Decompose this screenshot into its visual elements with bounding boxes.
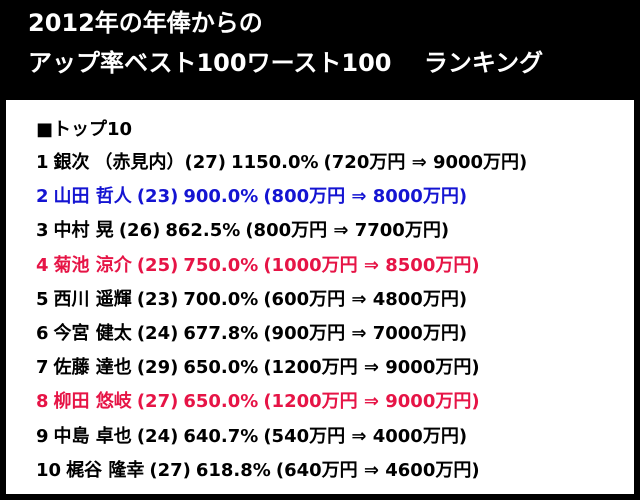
header-title-line-1: 2012年の年俸からの [28,9,263,37]
ranking-age: (23) [136,288,179,310]
ranking-name: 銀次 [53,152,90,173]
ranking-rank: 6 [36,322,49,344]
ranking-rank: 9 [36,425,49,447]
ranking-age: （赤見内）(27) [94,152,227,173]
header-title-line-2: アップ率ベスト100ワースト100 ランキング [28,49,544,77]
ranking-rank: 5 [36,288,49,310]
ranking-name: 西川 遥輝 [53,288,132,310]
ranking-rank: 4 [36,254,49,276]
section-title: ■トップ10 [36,119,133,140]
ranking-rank: 3 [36,220,49,242]
ranking-rate: 677.8% [183,322,259,344]
ranking-row: 10 梶谷 隆幸 (27) 618.8% (640万円 ⇒ 4600万円) [36,456,527,490]
ranking-name: 今宮 健太 [53,322,132,344]
ranking-salary: (800万円 ⇒ 8000万円) [263,186,468,208]
ranking-age: (27) [136,391,179,413]
ranking-age: (24) [136,425,179,447]
ranking-salary: (900万円 ⇒ 7000万円) [263,322,468,344]
ranking-rate: 650.0% [183,391,259,413]
ranking-row: 9 中島 卓也 (24) 640.7% (540万円 ⇒ 4000万円) [36,422,527,456]
ranking-salary: (800万円 ⇒ 7700万円) [245,220,450,242]
ranking-rank: 2 [36,186,49,208]
header-banner: 2012年の年俸からの アップ率ベスト100ワースト100 ランキング [0,0,640,100]
ranking-age: (23) [136,186,179,208]
ranking-name: 中島 卓也 [53,425,132,447]
ranking-name: 佐藤 達也 [53,357,132,379]
ranking-salary: (640万円 ⇒ 4600万円) [275,459,480,481]
ranking-list: 1 銀次 （赤見内）(27) 1150.0% (720万円 ⇒ 9000万円) 2 山田 哲… [36,148,527,490]
ranking-row: 3 中村 晃 (26) 862.5% (800万円 ⇒ 7700万円) [36,216,527,250]
ranking-age: (27) [149,459,191,481]
ranking-rate: 650.0% [183,357,259,379]
ranking-name: 菊池 涼介 [53,254,132,276]
ranking-age: (29) [136,357,179,379]
ranking-row: 7 佐藤 達也 (29) 650.0% (1200万円 ⇒ 9000万円) [36,353,527,387]
ranking-row: 8 柳田 悠岐 (27) 650.0% (1200万円 ⇒ 9000万円) [36,387,527,421]
ranking-row: 2 山田 哲人 (23) 900.0% (800万円 ⇒ 8000万円) [36,182,527,216]
ranking-salary: (600万円 ⇒ 4800万円) [263,288,468,310]
ranking-rate: 900.0% [183,186,259,208]
ranking-salary: (1200万円 ⇒ 9000万円) [263,391,480,413]
ranking-rank: 10 [36,459,62,481]
ranking-rate: 1150.0% [231,152,319,173]
ranking-salary: (1200万円 ⇒ 9000万円) [263,357,480,379]
ranking-row: 1 銀次 （赤見内）(27) 1150.0% (720万円 ⇒ 9000万円) [36,148,527,182]
ranking-salary: (1000万円 ⇒ 8500万円) [263,254,480,276]
ranking-name: 梶谷 隆幸 [66,459,145,481]
ranking-salary: (720万円 ⇒ 9000万円) [323,152,528,173]
ranking-age: (25) [136,254,179,276]
ranking-row: 4 菊池 涼介 (25) 750.0% (1000万円 ⇒ 8500万円) [36,251,527,285]
ranking-rank: 7 [36,357,49,379]
ranking-row: 5 西川 遥輝 (23) 700.0% (600万円 ⇒ 4800万円) [36,285,527,319]
ranking-rank: 1 [36,152,49,173]
ranking-panel: ■トップ10 1 銀次 （赤見内）(27) 1150.0% (720万円 ⇒ 9000万… [6,100,634,494]
ranking-rate: 640.7% [183,425,259,447]
ranking-age: (24) [136,322,179,344]
ranking-rate: 700.0% [183,288,259,310]
ranking-name: 柳田 悠岐 [53,391,132,413]
ranking-rate: 618.8% [195,459,271,481]
ranking-rate: 750.0% [183,254,259,276]
ranking-name: 山田 哲人 [53,186,132,208]
ranking-rank: 8 [36,391,49,413]
ranking-age: (26) [118,220,161,242]
ranking-salary: (540万円 ⇒ 4000万円) [263,425,468,447]
ranking-row: 6 今宮 健太 (24) 677.8% (900万円 ⇒ 7000万円) [36,319,527,353]
ranking-rate: 862.5% [165,220,241,242]
ranking-name: 中村 晃 [53,220,114,242]
